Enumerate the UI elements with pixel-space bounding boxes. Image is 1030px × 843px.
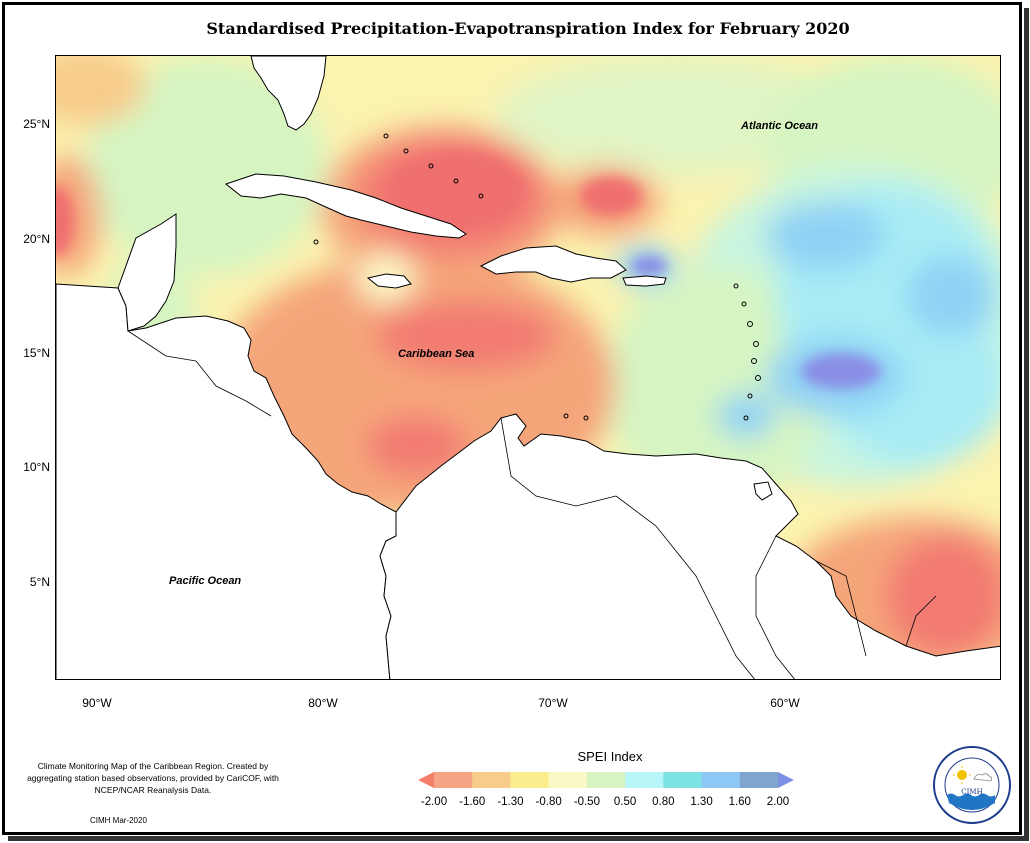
zone-east-blue-1 xyxy=(766,201,886,271)
land-yucatan xyxy=(117,213,177,332)
legend-tick-label: -0.80 xyxy=(535,796,562,808)
waves-icon xyxy=(947,793,995,810)
lat-label-20: 20°N xyxy=(23,232,50,246)
legend-swatch xyxy=(701,772,741,788)
lat-label-10: 10°N xyxy=(23,460,50,474)
zone-east-blue-2 xyxy=(906,256,996,336)
cloud-icon xyxy=(973,773,993,782)
zone-east-wet-2 xyxy=(606,266,826,506)
island-lesser-antilles-6 xyxy=(755,375,761,381)
land-masses xyxy=(56,56,1000,679)
land-cuba xyxy=(224,173,467,239)
legend-swatch xyxy=(434,772,473,788)
island-lesser-antilles-4 xyxy=(753,341,759,347)
legend-swatch xyxy=(548,772,588,788)
legend-tick-label: -2.00 xyxy=(420,796,448,808)
legend-tick-label: -1.30 xyxy=(497,796,524,808)
zone-gulf-wet xyxy=(86,56,326,276)
legend-arrow-low xyxy=(418,772,434,788)
border-sa-1 xyxy=(500,417,617,507)
label-caribbean-sea: Caribbean Sea xyxy=(398,348,475,360)
label-atlantic-ocean: Atlantic Ocean xyxy=(741,120,819,132)
island-bahamas-2 xyxy=(403,148,409,154)
sun-icon xyxy=(957,770,967,780)
legend-tick-label: -1.60 xyxy=(459,796,486,808)
legend-swatch xyxy=(586,772,626,788)
border-sa-4 xyxy=(815,560,867,657)
lat-label-5: 5°N xyxy=(29,575,50,589)
border-ca-2 xyxy=(195,360,247,402)
core-bahamas-red xyxy=(386,151,526,231)
legend-swatch xyxy=(739,772,779,788)
legend-swatch xyxy=(510,772,550,788)
legend-swatch xyxy=(625,772,664,788)
lon-label-90: 90°W xyxy=(82,696,112,710)
legend-colorbar xyxy=(418,772,794,788)
land-puerto-rico xyxy=(622,275,667,287)
core-pr-blue xyxy=(631,256,667,276)
border-ca-1 xyxy=(127,330,197,362)
zone-north-dry xyxy=(56,56,146,126)
frame-shadow-bottom xyxy=(8,836,1029,841)
frame-shadow-right xyxy=(1024,8,1029,840)
island-lesser-antilles-1 xyxy=(733,283,739,289)
label-pacific-ocean: Pacific Ocean xyxy=(169,575,242,587)
legend-tick-label: 0.50 xyxy=(613,796,637,808)
island-cayman xyxy=(313,239,319,245)
legend-tick-label: 0.80 xyxy=(652,796,675,808)
land-hispaniola xyxy=(479,245,627,283)
map-frame xyxy=(2,2,1022,835)
spei-map: Atlantic Ocean Caribbean Sea Pacific Oce… xyxy=(55,55,1001,680)
logo-abbr: CIMH xyxy=(961,788,982,796)
land-trinidad xyxy=(753,481,773,501)
map-title: Standardised Precipitation-Evapotranspir… xyxy=(206,19,850,38)
zone-caribbean-core xyxy=(376,301,556,371)
lat-label-15: 15°N xyxy=(23,346,50,360)
legend-tick-label: -0.50 xyxy=(573,796,600,808)
lat-label-25: 25°N xyxy=(23,117,50,131)
land-jamaica xyxy=(366,273,412,289)
legend-tick-label: 1.60 xyxy=(728,796,751,808)
legend-arrow-high xyxy=(778,772,794,788)
small-islands xyxy=(313,133,761,421)
lon-label-80: 80°W xyxy=(308,696,338,710)
legend-swatch xyxy=(472,772,511,788)
zone-guianas-core xyxy=(886,536,1000,656)
legend-title: SPEI Index xyxy=(577,749,643,764)
country-borders xyxy=(127,330,937,679)
island-abc-1 xyxy=(563,413,569,419)
zone-panama-core xyxy=(366,416,466,476)
island-abc-2 xyxy=(583,415,589,421)
land-south-america xyxy=(379,413,1000,679)
cimh-logo: CIMH xyxy=(933,746,1011,824)
island-lesser-antilles-8 xyxy=(743,415,749,421)
border-sa-2 xyxy=(615,495,755,679)
island-lesser-antilles-3 xyxy=(747,321,753,327)
island-bahamas-4 xyxy=(453,178,459,184)
border-sa-3 xyxy=(755,535,795,679)
spei-field-cores xyxy=(56,151,881,389)
legend-tick-label: 1.30 xyxy=(690,796,713,808)
island-lesser-antilles-2 xyxy=(741,301,747,307)
border-ca-3 xyxy=(245,400,272,417)
island-lesser-antilles-7 xyxy=(747,393,753,399)
legend-tick-label: 2.00 xyxy=(766,796,790,808)
lon-label-60: 60°W xyxy=(770,696,800,710)
legend-swatch xyxy=(663,772,703,788)
island-bahamas-1 xyxy=(383,133,389,139)
island-bahamas-5 xyxy=(478,193,484,199)
island-lesser-antilles-5 xyxy=(751,358,757,364)
core-east-blue xyxy=(801,353,881,389)
border-sa-5 xyxy=(905,595,937,647)
map-description: Climate Monitoring Map of the Caribbean … xyxy=(27,761,279,795)
core-dry-east-atlantic xyxy=(581,178,641,214)
island-bahamas-3 xyxy=(428,163,434,169)
lon-label-70: 70°W xyxy=(538,696,568,710)
land-florida xyxy=(250,56,327,131)
core-west-red xyxy=(56,186,74,256)
map-credit: CIMH Mar-2020 xyxy=(90,816,147,825)
